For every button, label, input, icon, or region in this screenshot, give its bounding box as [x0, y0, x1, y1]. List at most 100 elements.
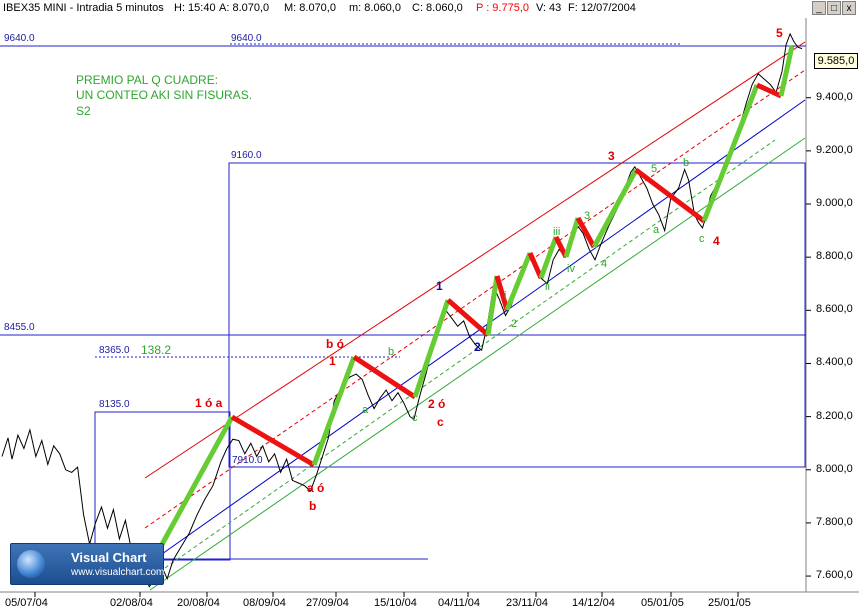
last-price-marker: 9.585,0 [814, 53, 858, 69]
wave-label-b-or: b ó [326, 337, 344, 351]
high-value: M: 8.070,0 [284, 2, 336, 14]
impulse-5b [778, 45, 795, 97]
note-line-2: UN CONTEO AKI SIN FISURAS. [76, 88, 253, 102]
x-tick-label: 04/11/04 [438, 597, 481, 609]
correction-5 [755, 82, 783, 99]
x-tick-label: 15/10/04 [374, 597, 417, 609]
wave-label-2-green: 2 [511, 318, 518, 330]
wave-label-ii: ii [545, 281, 550, 293]
date-value: F: 12/07/2004 [568, 2, 636, 14]
p-value: P : 9.775,0 [476, 2, 530, 14]
wave-label-iv: iv [567, 263, 575, 275]
y-ticks [806, 97, 811, 577]
wave-label-3-green: 3 [584, 210, 591, 222]
y-tick-label: 8.200,0 [816, 409, 853, 422]
y-tick-label: 9.400,0 [816, 90, 853, 103]
impulse-a [311, 356, 357, 466]
wave-label-c-green-2: c [699, 233, 705, 245]
y-tick-label: 7.600,0 [816, 569, 853, 582]
wave-label-b: b [309, 499, 317, 513]
hour-value: H: 15:40 [174, 2, 216, 14]
wave-label-c-red: c [437, 415, 444, 429]
chart-header: IBEX35 MINI - Intradia 5 minutos H: 15:4… [0, 0, 859, 18]
wave-label-c-green: c [412, 412, 418, 424]
close-value: C: 8.060,0 [412, 2, 463, 14]
impulse-1 [157, 415, 235, 550]
level-8365-label: 8365.0 [99, 345, 130, 356]
wave-label-5-green: 5 [651, 163, 658, 175]
channel-blue [144, 99, 806, 567]
correction-ii [527, 251, 544, 280]
note-line-3: S2 [76, 104, 91, 118]
correction-4 [634, 168, 706, 223]
y-tick-label: 8.600,0 [816, 303, 853, 316]
impulse-iv [563, 217, 581, 258]
minimize-button[interactable]: _ [812, 1, 826, 15]
correction-2 [230, 414, 316, 468]
correction-blue-2 [446, 298, 490, 337]
note-line-1: PREMIO PAL Q CUADRE: [76, 73, 219, 87]
y-tick-label: 8.400,0 [816, 356, 853, 369]
channel-green-dashed [164, 139, 776, 569]
impulse-ii [504, 252, 533, 311]
wave-label-1-blue: 1 [436, 279, 443, 293]
x-tick-label: 25/01/05 [708, 597, 751, 609]
x-tick-label: 05/07/04 [5, 597, 48, 609]
correction-i [494, 275, 510, 311]
x-tick-label: 02/08/04 [110, 597, 153, 609]
channel-red-upper [144, 41, 806, 479]
level-9640-left-label: 9640.0 [4, 33, 35, 44]
impulse-iii [538, 236, 559, 279]
plot-area [0, 18, 806, 592]
level-8135-label: 8135.0 [99, 399, 130, 410]
wave-label-b-green-2: b [683, 157, 690, 169]
x-tick-label: 20/08/04 [177, 597, 220, 609]
wave-label-b-green: b [388, 346, 395, 358]
wave-label-1-or-a: 1 ó a [195, 396, 223, 410]
wave-label-5: 5 [776, 26, 783, 40]
wave-label-a-or: a ó [307, 481, 325, 495]
logo-title: Visual Chart [71, 550, 147, 565]
x-tick-label: 05/01/05 [641, 597, 684, 609]
logo-url: www.visualchart.com [71, 567, 165, 578]
y-tick-label: 9.000,0 [816, 197, 853, 210]
x-ticks [34, 592, 739, 597]
level-8455-label: 8455.0 [4, 322, 35, 333]
correction-b [352, 354, 417, 400]
x-tick-label: 23/11/04 [506, 597, 549, 609]
wave-label-one: 1 [329, 354, 336, 368]
impulse-3 [591, 168, 639, 249]
wave-label-2-or: 2 ó [428, 397, 446, 411]
wave-segments [157, 45, 795, 550]
impulse-c [412, 299, 451, 398]
level-9640-mid-label: 9640.0 [231, 33, 262, 44]
globe-icon [17, 550, 45, 578]
low-value: m: 8.060,0 [349, 2, 401, 14]
visual-chart-logo: Visual Chart www.visualchart.com [10, 543, 164, 585]
open-value: A: 8.070,0 [219, 2, 270, 14]
level-7910-label: 7910.0 [232, 455, 263, 466]
close-button[interactable]: x [842, 1, 856, 15]
level-9160-label: 9160.0 [231, 150, 262, 161]
wave-label-2-blue: 2 [474, 340, 481, 354]
x-tick-label: 14/12/04 [572, 597, 615, 609]
level-8365-extra-label: 138.2 [141, 343, 172, 357]
maximize-button[interactable]: □ [827, 1, 841, 15]
wave-label-i: i [504, 290, 507, 302]
instrument-title: IBEX35 MINI - Intradia 5 minutos [3, 2, 164, 14]
x-tick-label: 27/09/04 [306, 597, 349, 609]
impulse-5a [701, 84, 760, 222]
wave-label-4-green: 4 [601, 258, 608, 270]
wave-label-4: 4 [713, 234, 720, 248]
wave-label-3: 3 [608, 149, 615, 163]
y-tick-label: 8.800,0 [816, 250, 853, 263]
correction-iv [575, 216, 597, 249]
wave-label-a-green-2: a [653, 224, 660, 236]
wave-label-iii: iii [553, 226, 561, 238]
impulse-i [485, 275, 500, 336]
wave-label-a-green: a [362, 404, 369, 416]
y-tick-label: 8.000,0 [816, 462, 853, 475]
volume-value: V: 43 [536, 2, 562, 14]
y-tick-label: 9.200,0 [816, 143, 853, 156]
